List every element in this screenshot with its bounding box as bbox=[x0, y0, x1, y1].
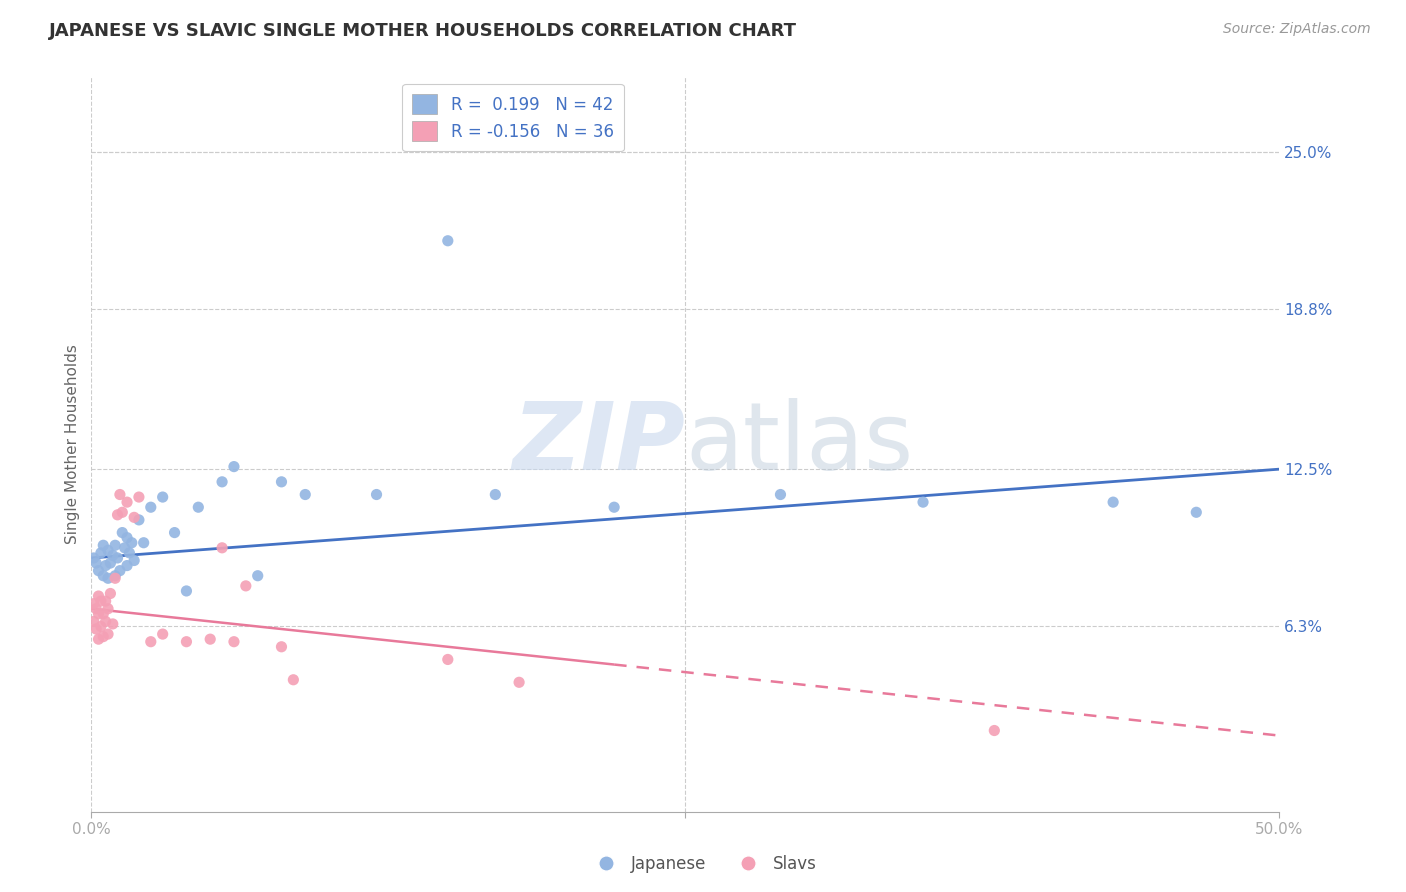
Point bbox=[911, 495, 934, 509]
Point bbox=[176, 634, 198, 648]
Point bbox=[283, 673, 305, 687]
Point bbox=[91, 538, 114, 552]
Point bbox=[108, 564, 131, 578]
Point bbox=[152, 627, 174, 641]
Point bbox=[111, 525, 134, 540]
Point bbox=[1185, 505, 1208, 519]
Point bbox=[91, 630, 114, 644]
Point bbox=[294, 487, 316, 501]
Point bbox=[122, 553, 145, 567]
Point bbox=[84, 556, 107, 570]
Point bbox=[107, 508, 129, 522]
Point bbox=[132, 535, 155, 549]
Point bbox=[983, 723, 1005, 738]
Point bbox=[121, 535, 143, 549]
Point bbox=[1102, 495, 1125, 509]
Point bbox=[97, 627, 120, 641]
Point bbox=[90, 619, 112, 633]
Point bbox=[366, 487, 388, 501]
Point bbox=[94, 615, 117, 629]
Point bbox=[187, 500, 209, 515]
Point bbox=[163, 525, 186, 540]
Point bbox=[246, 568, 269, 582]
Point bbox=[84, 601, 107, 615]
Point bbox=[90, 594, 112, 608]
Point bbox=[152, 490, 174, 504]
Point bbox=[90, 546, 112, 560]
Point bbox=[200, 632, 222, 647]
Point bbox=[128, 490, 150, 504]
Point bbox=[115, 495, 138, 509]
Point bbox=[94, 594, 117, 608]
Point bbox=[87, 589, 110, 603]
Text: Source: ZipAtlas.com: Source: ZipAtlas.com bbox=[1223, 22, 1371, 37]
Point bbox=[484, 487, 506, 501]
Point bbox=[100, 586, 122, 600]
Point bbox=[104, 538, 127, 552]
Text: ZIP: ZIP bbox=[513, 398, 685, 490]
Point bbox=[108, 487, 131, 501]
Point bbox=[222, 459, 245, 474]
Point bbox=[87, 632, 110, 647]
Point bbox=[84, 622, 107, 636]
Point bbox=[211, 475, 233, 489]
Point bbox=[222, 634, 245, 648]
Point bbox=[100, 556, 122, 570]
Point bbox=[115, 558, 138, 573]
Point bbox=[508, 675, 530, 690]
Point bbox=[270, 640, 292, 654]
Point bbox=[270, 475, 292, 489]
Point bbox=[87, 564, 110, 578]
Point bbox=[97, 571, 120, 585]
Point bbox=[122, 510, 145, 524]
Point bbox=[107, 551, 129, 566]
Point bbox=[436, 652, 458, 666]
Point bbox=[114, 541, 136, 555]
Point bbox=[94, 558, 117, 573]
Point bbox=[128, 513, 150, 527]
Y-axis label: Single Mother Households: Single Mother Households bbox=[65, 343, 80, 544]
Point bbox=[118, 546, 141, 560]
Point bbox=[83, 597, 105, 611]
Point bbox=[104, 571, 127, 585]
Point bbox=[104, 568, 127, 582]
Point bbox=[91, 568, 114, 582]
Point bbox=[97, 543, 120, 558]
Point bbox=[603, 500, 626, 515]
Point bbox=[91, 607, 114, 621]
Legend: R =  0.199   N = 42, R = -0.156   N = 36: R = 0.199 N = 42, R = -0.156 N = 36 bbox=[402, 84, 624, 152]
Text: JAPANESE VS SLAVIC SINGLE MOTHER HOUSEHOLDS CORRELATION CHART: JAPANESE VS SLAVIC SINGLE MOTHER HOUSEHO… bbox=[49, 22, 797, 40]
Point bbox=[211, 541, 233, 555]
Point bbox=[139, 634, 162, 648]
Point bbox=[139, 500, 162, 515]
Text: atlas: atlas bbox=[685, 398, 914, 490]
Point bbox=[115, 531, 138, 545]
Point bbox=[101, 549, 124, 563]
Point bbox=[235, 579, 257, 593]
Point bbox=[101, 616, 124, 631]
Point bbox=[111, 505, 134, 519]
Point bbox=[436, 234, 458, 248]
Point bbox=[97, 601, 120, 615]
Point bbox=[83, 615, 105, 629]
Point bbox=[87, 607, 110, 621]
Point bbox=[769, 487, 792, 501]
Legend: Japanese, Slavs: Japanese, Slavs bbox=[582, 848, 824, 880]
Point bbox=[176, 584, 198, 599]
Point bbox=[83, 551, 105, 566]
